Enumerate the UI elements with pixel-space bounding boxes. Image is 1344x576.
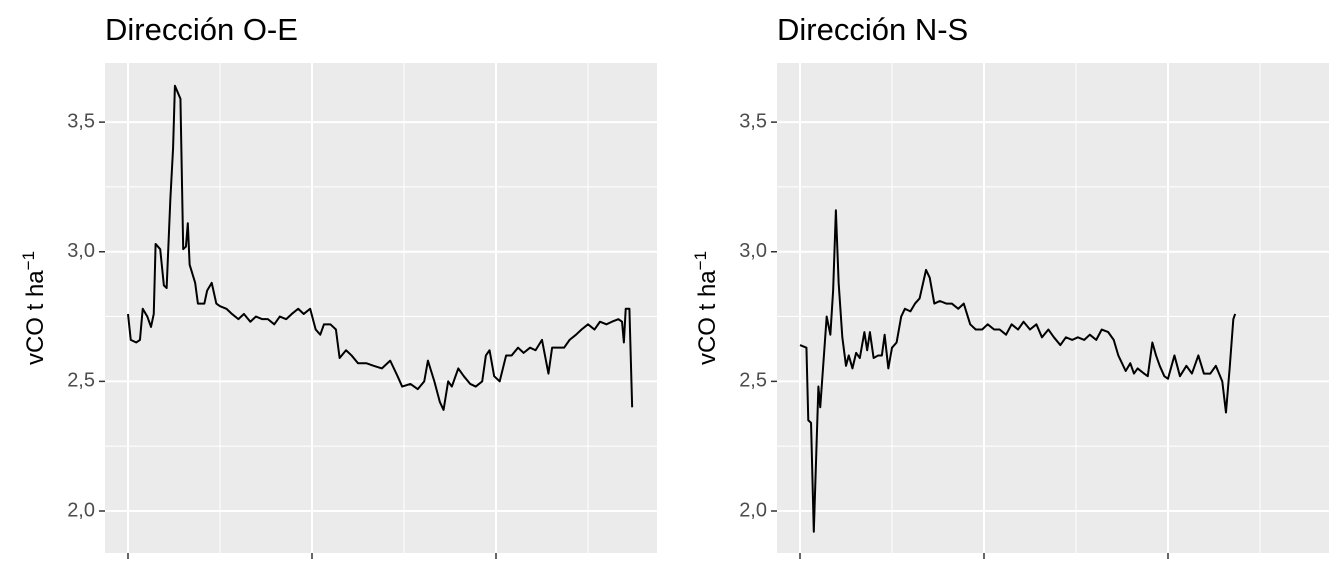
y-tick-label: 3,0	[67, 240, 95, 262]
y-tick-label: 2,5	[67, 370, 95, 392]
chart-title: Dirección N-S	[777, 12, 968, 47]
y-tick-label: 3,0	[739, 240, 767, 262]
y-axis-label-superscript: −1	[19, 251, 38, 270]
y-tick-label: 3,5	[739, 110, 767, 132]
data-line	[799, 209, 1237, 533]
plot-background	[105, 63, 657, 553]
panel: 2,0 2,5 3,0 3,5 Dirección O-E vCO t ha−1	[19, 12, 657, 559]
y-axis-label-text: vCO t ha	[22, 270, 49, 365]
y-tick-label: 2,0	[67, 499, 95, 521]
y-axis-label: vCO t ha−1	[691, 251, 722, 365]
panel: 2,0 2,5 3,0 3,5 Dirección N-S vCO t ha−1	[691, 12, 1329, 559]
y-axis-label: vCO t ha−1	[19, 251, 50, 365]
plot-background	[777, 63, 1329, 553]
chart-title: Dirección O-E	[105, 12, 298, 47]
y-axis-label-text: vCO t ha	[694, 270, 721, 365]
y-tick-label: 2,5	[739, 370, 767, 392]
y-axis-label-superscript: −1	[691, 251, 710, 270]
data-line	[127, 84, 634, 411]
y-tick-label: 3,5	[67, 110, 95, 132]
y-tick-label: 2,0	[739, 499, 767, 521]
